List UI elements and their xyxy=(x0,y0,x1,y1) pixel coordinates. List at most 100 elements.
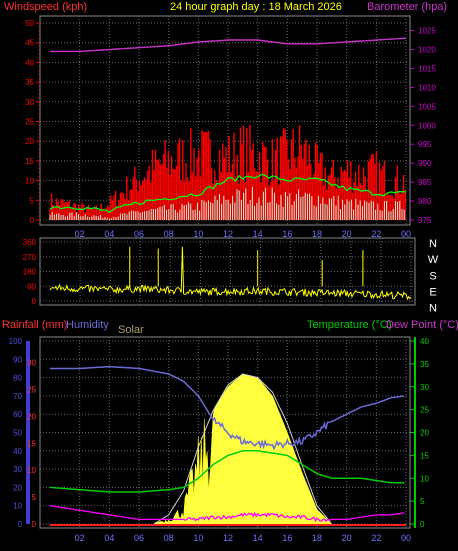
rainfall-label: Rainfall (mm) xyxy=(2,319,67,331)
wind-x-tick: 00 xyxy=(401,229,411,239)
wind-x-tick: 10 xyxy=(193,229,203,239)
baro-y-tick: 980 xyxy=(418,197,432,206)
dir-y-tick: 0 xyxy=(32,297,37,306)
climate-x-tick: 12 xyxy=(223,533,233,543)
humidity-line xyxy=(50,365,405,451)
humidity-y-tick: 10 xyxy=(13,502,22,511)
dir-y-tick: 360 xyxy=(23,238,37,247)
climate-x-tick: 14 xyxy=(253,533,263,543)
wind-x-tick: 06 xyxy=(134,229,144,239)
solar-max-line xyxy=(153,373,331,525)
windspeed-label: Windspeed (kph) xyxy=(4,1,87,13)
rain-y-tick: 5 xyxy=(32,493,37,502)
climate-x-tick: 08 xyxy=(164,533,174,543)
rain-y-tick: 15 xyxy=(27,439,36,448)
baro-y-tick: 990 xyxy=(418,159,432,168)
baro-y-tick: 1005 xyxy=(418,102,436,111)
wind-y-tick: 30 xyxy=(25,98,34,107)
wind-y-tick: 10 xyxy=(25,177,34,186)
baro-y-tick: 1020 xyxy=(418,46,436,55)
temperature-y-tick: 40 xyxy=(420,337,429,346)
humidity-y-tick: 100 xyxy=(9,337,23,346)
humidity-y-tick: 50 xyxy=(13,429,22,438)
wind-average-line xyxy=(49,173,407,213)
climate-x-tick: 00 xyxy=(401,533,411,543)
compass-label: N xyxy=(429,238,437,250)
dir-y-tick: 270 xyxy=(23,253,37,262)
compass-label: N xyxy=(429,303,437,315)
baro-y-tick: 985 xyxy=(418,178,432,187)
compass-label: S xyxy=(429,270,436,282)
temperature-y-tick: 30 xyxy=(420,383,429,392)
wind-y-tick: 40 xyxy=(25,58,34,67)
wind-x-tick: 04 xyxy=(104,229,114,239)
humidity-y-tick: 90 xyxy=(13,355,22,364)
baro-y-tick: 1010 xyxy=(418,83,436,92)
baro-y-tick: 975 xyxy=(418,216,432,225)
wind-x-tick: 18 xyxy=(312,229,322,239)
dewpoint-label: Dew Point (°C) xyxy=(386,319,458,331)
climate-x-tick: 10 xyxy=(193,533,203,543)
baro-y-tick: 995 xyxy=(418,140,432,149)
temperature-y-tick: 5 xyxy=(420,497,425,506)
rain-y-tick: 10 xyxy=(27,466,36,475)
climate-x-tick: 22 xyxy=(371,533,381,543)
chart-title: 24 hour graph day : 18 March 2026 xyxy=(170,1,342,13)
compass-label: E xyxy=(429,286,436,298)
humidity-y-tick: 40 xyxy=(13,447,22,456)
wind-x-tick: 20 xyxy=(342,229,352,239)
temperature-y-tick: 25 xyxy=(420,406,429,415)
wind-y-tick: 20 xyxy=(25,137,34,146)
climate-x-tick: 02 xyxy=(75,533,85,543)
temperature-y-tick: 35 xyxy=(420,360,429,369)
humidity-y-tick: 30 xyxy=(13,465,22,474)
wind-y-tick: 35 xyxy=(25,78,34,87)
direction-line xyxy=(49,246,412,301)
rain-y-tick: 0 xyxy=(32,520,37,529)
wind-y-tick: 5 xyxy=(30,196,35,205)
humidity-y-tick: 60 xyxy=(13,410,22,419)
temperature-y-tick: 20 xyxy=(420,429,429,438)
wind-y-tick: 25 xyxy=(25,118,34,127)
climate-x-tick: 04 xyxy=(104,533,114,543)
temperature-y-tick: 0 xyxy=(420,520,425,529)
rain-y-tick: 20 xyxy=(27,412,36,421)
temperature-label: Temperature (°C) xyxy=(307,319,391,331)
humidity-label: Humidity xyxy=(66,319,109,331)
wind-x-tick: 22 xyxy=(371,229,381,239)
rain-y-tick: 25 xyxy=(27,385,36,394)
humidity-y-tick: 0 xyxy=(18,520,23,529)
climate-x-tick: 20 xyxy=(342,533,352,543)
humidity-axis-bar xyxy=(26,341,30,524)
wind-y-tick: 15 xyxy=(25,157,34,166)
humidity-y-tick: 20 xyxy=(13,483,22,492)
wind-x-tick: 02 xyxy=(75,229,85,239)
wind-y-tick: 45 xyxy=(25,39,34,48)
wind-y-tick: 0 xyxy=(30,216,35,225)
dewpoint-line xyxy=(49,505,405,523)
dir-y-tick: 180 xyxy=(23,268,37,277)
temperature-y-tick: 15 xyxy=(420,451,429,460)
wind-x-tick: 14 xyxy=(253,229,263,239)
baro-y-tick: 1000 xyxy=(418,121,436,130)
barometer-label: Barometer (hpa) xyxy=(367,1,447,13)
baro-y-tick: 1025 xyxy=(418,27,436,36)
wind-x-tick: 16 xyxy=(282,229,292,239)
climate-x-tick: 18 xyxy=(312,533,322,543)
compass-label: W xyxy=(428,254,439,266)
climate-x-tick: 06 xyxy=(134,533,144,543)
wind-x-tick: 08 xyxy=(164,229,174,239)
rain-y-tick: 30 xyxy=(27,359,36,368)
solar-label: Solar xyxy=(118,324,144,336)
humidity-y-tick: 80 xyxy=(13,374,22,383)
temperature-line xyxy=(49,450,405,493)
wind-y-tick: 50 xyxy=(25,19,34,28)
climate-x-tick: 16 xyxy=(282,533,292,543)
temperature-y-tick: 10 xyxy=(420,474,429,483)
humidity-y-tick: 70 xyxy=(13,392,22,401)
dir-y-tick: 90 xyxy=(27,282,36,291)
baro-y-tick: 1015 xyxy=(418,64,436,73)
wind-x-tick: 12 xyxy=(223,229,233,239)
